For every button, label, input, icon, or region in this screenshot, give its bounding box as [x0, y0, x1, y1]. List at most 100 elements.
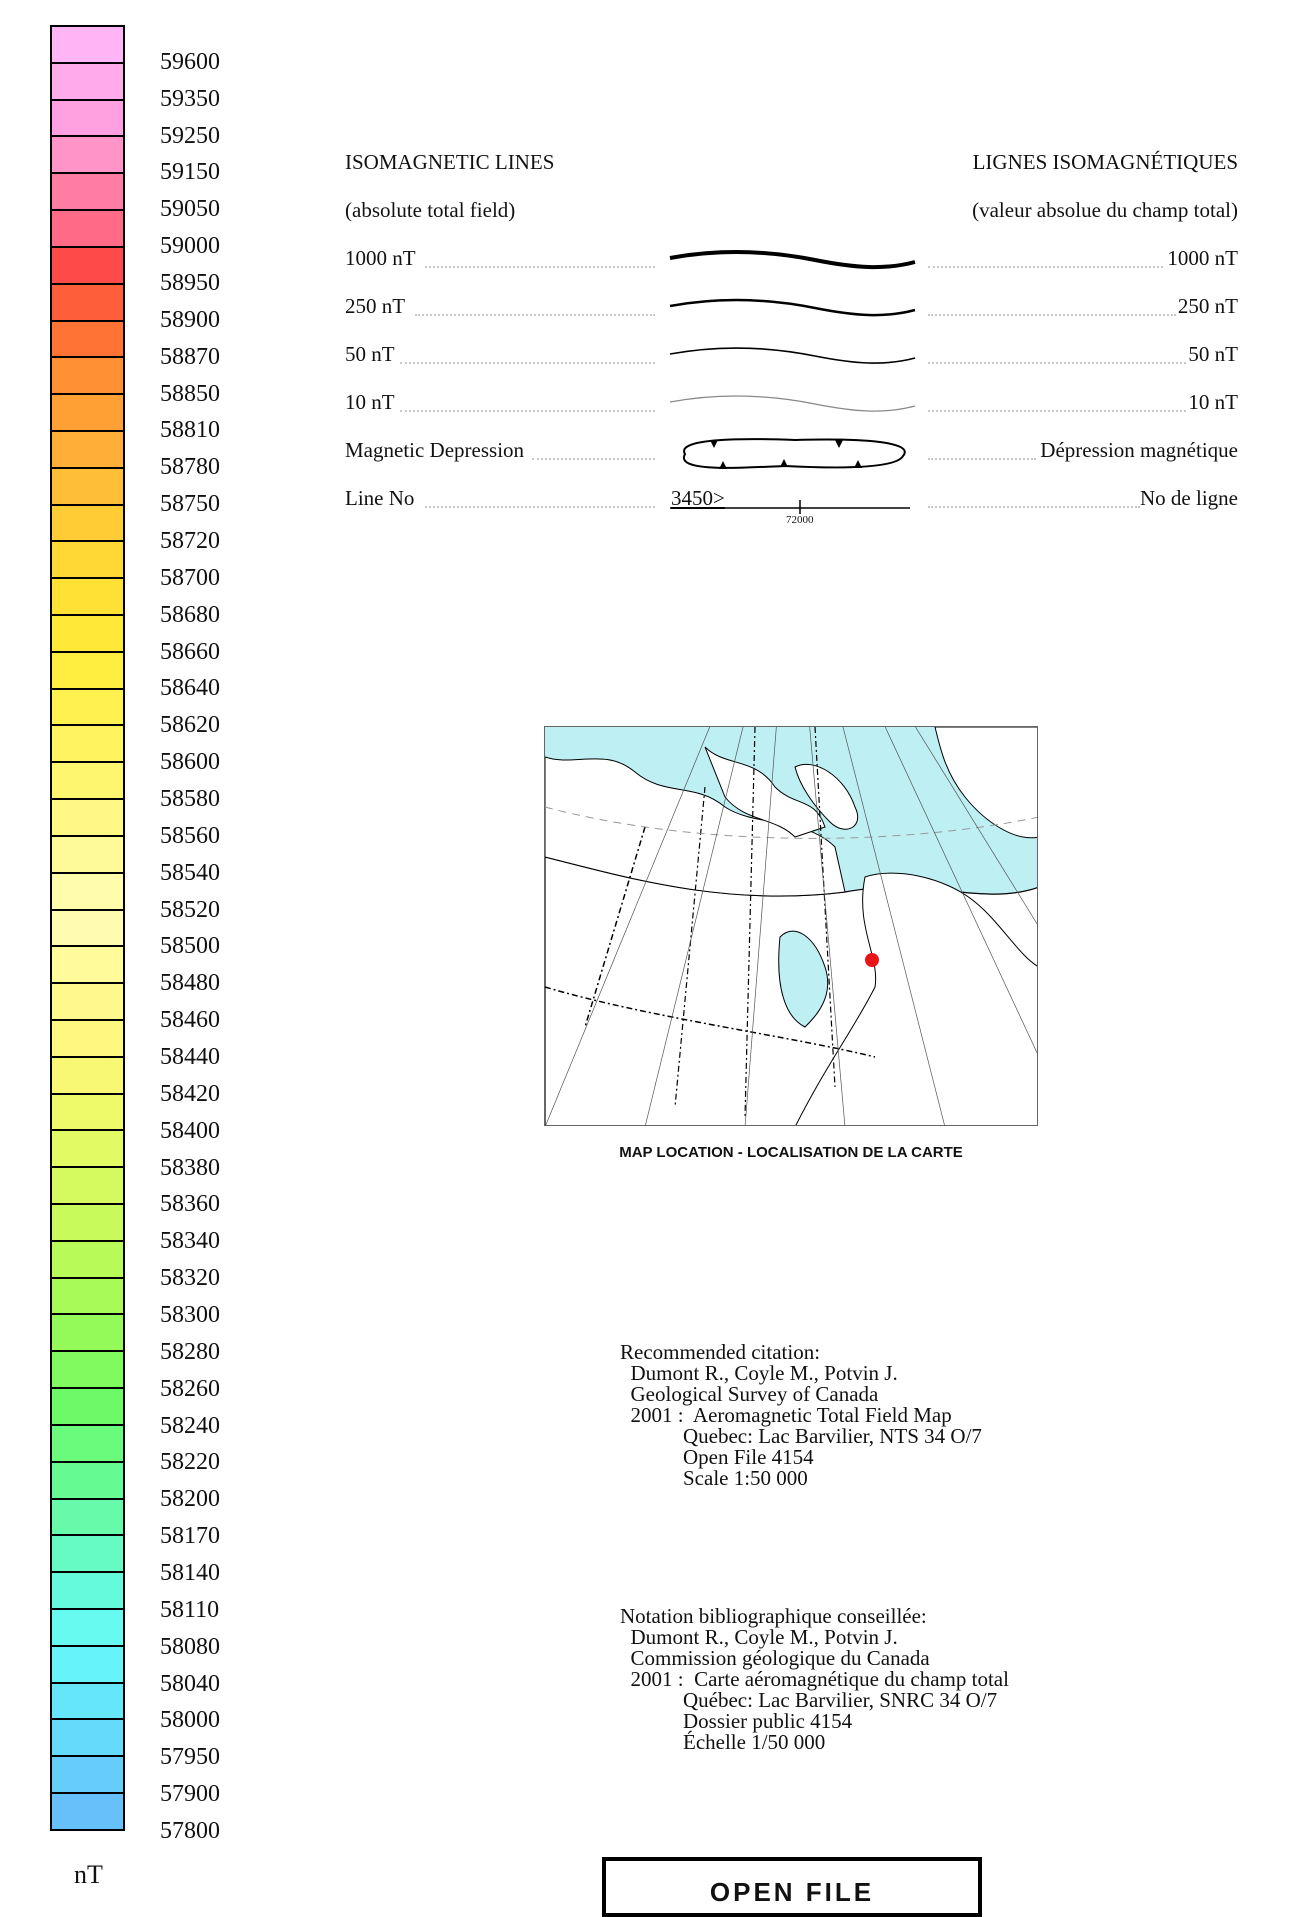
legend-row-250-en: 250 nT — [345, 294, 406, 318]
color-scale-label: 58900 — [160, 306, 220, 333]
map-location-marker — [865, 953, 879, 967]
color-swatch — [52, 542, 123, 580]
line-sample-50nt — [669, 347, 916, 364]
color-swatch — [52, 1462, 123, 1500]
legend-row-lineno-fr: No de ligne — [1140, 486, 1238, 510]
leader-dots — [928, 506, 1140, 508]
color-swatch — [52, 431, 123, 469]
color-swatch — [52, 1757, 123, 1794]
color-scale-label: 58870 — [160, 343, 220, 370]
color-swatch — [52, 579, 123, 616]
legend-row-10-fr: 10 nT — [1188, 390, 1238, 414]
color-swatch — [52, 800, 123, 837]
leader-dots — [928, 410, 1186, 412]
line-number-tick-label: 72000 — [786, 514, 814, 526]
citation-line: Commission géologique du Canada — [620, 1646, 930, 1670]
color-scale-label: 59000 — [160, 233, 220, 260]
color-swatch — [52, 1683, 123, 1721]
color-scale-label: 58480 — [160, 970, 220, 997]
leader-dots — [928, 266, 1163, 268]
color-swatch — [52, 984, 123, 1021]
leader-dots — [425, 506, 655, 508]
color-scale-label: 58380 — [160, 1154, 220, 1181]
line-sample-250nt — [669, 298, 916, 317]
color-swatch — [52, 1020, 123, 1058]
color-scale-label: 58040 — [160, 1670, 220, 1697]
color-scale-label: 58200 — [160, 1486, 220, 1513]
color-swatch — [52, 1425, 123, 1463]
open-file-box: OPEN FILE — [602, 1857, 982, 1917]
legend-row-50-en: 50 nT — [345, 342, 395, 366]
legend-row-10-en: 10 nT — [345, 390, 395, 414]
color-swatch — [52, 1573, 123, 1610]
color-swatch — [52, 947, 123, 985]
depression-symbol — [682, 438, 906, 469]
color-swatch — [52, 763, 123, 801]
color-scale-label: 57900 — [160, 1781, 220, 1808]
color-scale-label: 59050 — [160, 196, 220, 223]
color-scale-label: 58500 — [160, 933, 220, 960]
color-scale-label: 58420 — [160, 1080, 220, 1107]
color-scale-label: 57800 — [160, 1818, 220, 1844]
legend-title-en: ISOMAGNETIC LINES — [345, 150, 555, 174]
color-swatch — [52, 910, 123, 948]
color-scale-label: 58600 — [160, 749, 220, 776]
color-scale-label: 58280 — [160, 1338, 220, 1365]
color-scale-label: 58560 — [160, 822, 220, 849]
leader-dots — [928, 362, 1186, 364]
citation-line: Québec: Lac Barvilier, SNRC 34 O/7 — [620, 1688, 998, 1712]
color-swatch — [52, 137, 123, 175]
legend-subtitle-en: (absolute total field) — [345, 198, 516, 222]
color-scale-label: 58400 — [160, 1117, 220, 1144]
color-swatch — [52, 358, 123, 396]
citation-line: Quebec: Lac Barvilier, NTS 34 O/7 — [620, 1424, 982, 1448]
color-scale-label: 58750 — [160, 491, 220, 518]
color-scale-label: 58580 — [160, 786, 220, 812]
color-swatch — [52, 1057, 123, 1095]
citation-french: Notation bibliographique conseillée: Dum… — [620, 1606, 1009, 1753]
color-scale-label: 58360 — [160, 1191, 220, 1218]
color-scale-label: 58460 — [160, 1007, 220, 1034]
color-swatch — [52, 1168, 123, 1205]
leader-dots — [400, 410, 655, 412]
color-scale-label: 58240 — [160, 1412, 220, 1439]
color-scale-unit: nT — [74, 1860, 103, 1889]
color-scale-label: 57950 — [160, 1744, 220, 1771]
color-scale-label: 58300 — [160, 1302, 220, 1328]
color-scale-label: 59350 — [160, 85, 220, 112]
color-swatch — [52, 247, 123, 285]
open-file-label: OPEN FILE — [709, 1877, 875, 1907]
citation-line: Dumont R., Coyle M., Potvin J. — [620, 1625, 898, 1649]
color-scale-label: 58810 — [160, 417, 220, 444]
color-scale-bar — [50, 25, 125, 1831]
legend-row-depression-fr: Dépression magnétique — [1040, 438, 1238, 462]
color-swatch — [52, 505, 123, 543]
citation-line: Notation bibliographique conseillée: — [620, 1604, 927, 1628]
color-scale-label: 58110 — [160, 1596, 220, 1623]
color-scale-label: 58170 — [160, 1523, 220, 1550]
legend-subtitle-fr: (valeur absolue du champ total) — [972, 198, 1238, 222]
citation-line: 2001 : Aeromagnetic Total Field Map — [620, 1403, 952, 1427]
color-swatch — [52, 1499, 123, 1537]
leader-dots — [532, 458, 655, 460]
color-scale-label: 58680 — [160, 601, 220, 628]
color-scale-label: 58640 — [160, 675, 220, 702]
color-swatch — [52, 1389, 123, 1426]
color-swatch — [52, 174, 123, 212]
color-swatch — [52, 321, 123, 359]
citation-line: Geological Survey of Canada — [620, 1382, 879, 1406]
color-scale-label: 59600 — [160, 48, 220, 75]
color-swatch — [52, 1241, 123, 1279]
color-swatch — [52, 652, 123, 690]
color-swatch — [52, 27, 123, 64]
color-swatch — [52, 726, 123, 764]
color-swatch — [52, 1094, 123, 1132]
color-scale-label: 58080 — [160, 1633, 220, 1660]
color-scale-label: 58950 — [160, 270, 220, 296]
color-scale-label: 58340 — [160, 1228, 220, 1255]
color-scale-label: 58520 — [160, 896, 220, 923]
legend-row-lineno-en: Line No — [345, 486, 415, 510]
legend-title-fr: LIGNES ISOMAGNÉTIQUES — [972, 150, 1238, 174]
color-scale-label: 58320 — [160, 1265, 220, 1292]
line-sample-10nt — [669, 395, 916, 412]
